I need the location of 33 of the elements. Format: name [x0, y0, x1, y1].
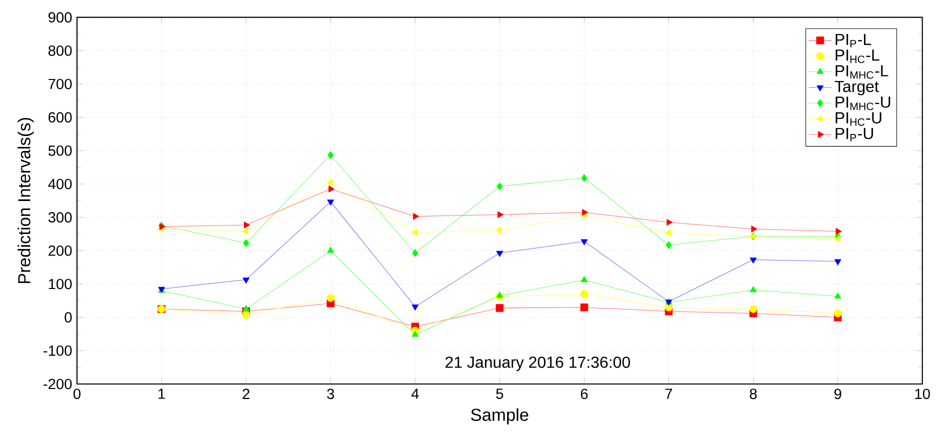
- x-tick-label: 3: [327, 388, 334, 400]
- legend-label: PI$_{HC}$-U: [836, 112, 882, 126]
- annotation: 21 January 2016 17:36:00: [446, 356, 630, 372]
- x-tick-label: 10: [915, 388, 930, 400]
- legend-label: PI$_{MHC}$-L: [836, 65, 888, 79]
- y-axis-title: Prediction Intervals(s): [18, 118, 34, 284]
- legend-label: PI$_{MHC}$-U: [836, 96, 890, 110]
- y-tick-label: 100: [48, 278, 72, 290]
- legend-label: PI$_{HC}$-L: [836, 50, 880, 64]
- y-tick-label: 600: [48, 112, 72, 123]
- x-tick-label: 9: [834, 388, 842, 400]
- x-tick-label: 1: [158, 388, 165, 399]
- legend-label: PI$_{P}$-U: [836, 128, 873, 142]
- x-tick-label: 6: [580, 388, 588, 400]
- x-tick-label: 8: [750, 388, 757, 400]
- x-tick-label: 2: [242, 388, 250, 399]
- y-tick-label: -100: [44, 345, 72, 356]
- y-tick-label: 900: [48, 12, 72, 23]
- y-tick-label: 700: [48, 78, 72, 90]
- y-tick-label: 800: [48, 45, 72, 56]
- y-tick-label: 0: [64, 312, 72, 323]
- x-tick-label: 4: [411, 388, 419, 399]
- y-tick-label: -200: [44, 378, 72, 390]
- x-tick-label: 0: [73, 388, 80, 400]
- x-tick-label: 7: [665, 388, 672, 399]
- legend-label: PI$_{P}$-L: [836, 34, 872, 48]
- y-tick-label: 200: [48, 245, 72, 256]
- x-tick-label: 5: [496, 388, 504, 399]
- y-tick-label: 500: [48, 145, 72, 156]
- y-tick-label: 400: [48, 178, 72, 190]
- y-tick-label: 300: [48, 212, 72, 223]
- x-axis-title: Sample: [471, 408, 528, 424]
- legend-label: Target: [834, 80, 879, 96]
